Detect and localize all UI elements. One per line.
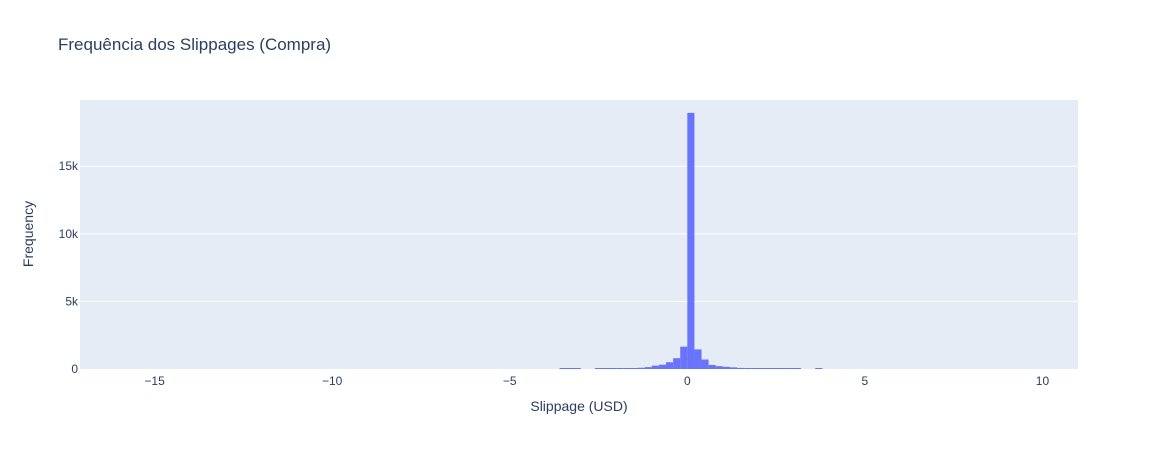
x-tick-label: 10	[1036, 374, 1050, 388]
plot-area	[80, 100, 1078, 369]
histogram-bar	[687, 112, 695, 369]
histogram-bar	[673, 358, 681, 369]
histogram-bar	[744, 368, 752, 369]
y-axis-title: Frequency	[20, 201, 36, 267]
histogram-bar	[765, 368, 773, 369]
y-tick-label: 15k	[59, 159, 79, 173]
histogram-bar	[609, 368, 617, 369]
y-tick-label: 10k	[59, 227, 79, 241]
histogram-bar	[594, 368, 603, 369]
x-tick-label: −15	[144, 374, 165, 388]
y-tick-label: 5k	[65, 294, 79, 308]
histogram-bar	[666, 362, 674, 369]
histogram-bar	[772, 368, 780, 369]
histogram-bar	[680, 346, 688, 369]
histogram-bar	[722, 366, 730, 369]
histogram-bar	[758, 368, 766, 369]
x-tick-label: −10	[322, 374, 343, 388]
histogram-bar	[658, 364, 667, 369]
grid-lines	[80, 165, 1078, 302]
histogram-bar	[737, 367, 745, 369]
y-axis-ticks: 0 5k 10k 15k	[59, 159, 79, 376]
y-tick-label: 0	[71, 362, 78, 376]
histogram-bar	[715, 366, 723, 369]
histogram-bar	[793, 368, 801, 369]
histogram-bar	[815, 368, 823, 369]
histogram-bar	[786, 368, 794, 369]
histogram-bar	[637, 367, 645, 369]
histogram-bar	[566, 368, 574, 369]
histogram-bar	[694, 349, 702, 369]
x-tick-label: 0	[684, 374, 691, 388]
histogram-bar	[623, 368, 631, 369]
histogram-bar	[651, 365, 659, 369]
histogram-bar	[701, 359, 709, 369]
histogram-bar	[616, 368, 624, 369]
histogram-bar	[779, 368, 787, 369]
chart-title: Frequência dos Slippages (Compra)	[58, 35, 331, 54]
x-axis-title: Slippage (USD)	[530, 398, 627, 414]
histogram-bar	[708, 364, 716, 369]
x-tick-label: 5	[862, 374, 869, 388]
histogram-bar	[602, 368, 610, 369]
x-tick-label: −5	[503, 374, 517, 388]
histogram-bar	[559, 368, 567, 369]
histogram-bar	[751, 368, 759, 369]
histogram-bar	[644, 367, 652, 369]
bars	[559, 112, 823, 369]
x-axis-ticks: −15 −10 −5 0 5 10	[144, 374, 1049, 388]
histogram-bar	[729, 367, 738, 369]
histogram-bar	[573, 368, 581, 369]
histogram-bar	[630, 368, 638, 369]
